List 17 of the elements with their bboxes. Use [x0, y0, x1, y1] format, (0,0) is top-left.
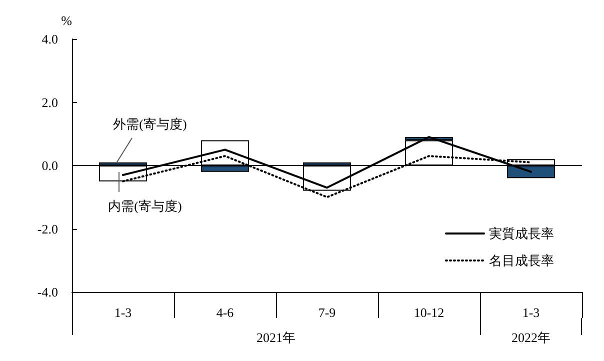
y-axis-title: %: [61, 13, 72, 28]
x-tick-label: 10-12: [414, 305, 444, 320]
legend-label: 実質成長率: [489, 226, 554, 241]
x-tick-label: 1-3: [522, 305, 540, 320]
x-tick-label: 1-3: [114, 305, 132, 320]
text: 2022年: [510, 329, 552, 347]
x-tick-label: 4-6: [216, 305, 234, 320]
y-tick-label: -2.0: [37, 221, 58, 236]
y-tick-label: 2.0: [42, 94, 58, 110]
y-tick-label: 4.0: [42, 32, 58, 46]
legend-label: 名目成長率: [489, 253, 554, 268]
y-tick-label: 0.0: [42, 158, 58, 173]
text: 外需(寄与度): [113, 116, 187, 132]
x-tick-label: 7-9: [318, 305, 336, 320]
text: 2021年: [256, 329, 296, 347]
series-label: 内需(寄与度): [108, 198, 182, 214]
y-tick-label: -4.0: [37, 284, 58, 300]
